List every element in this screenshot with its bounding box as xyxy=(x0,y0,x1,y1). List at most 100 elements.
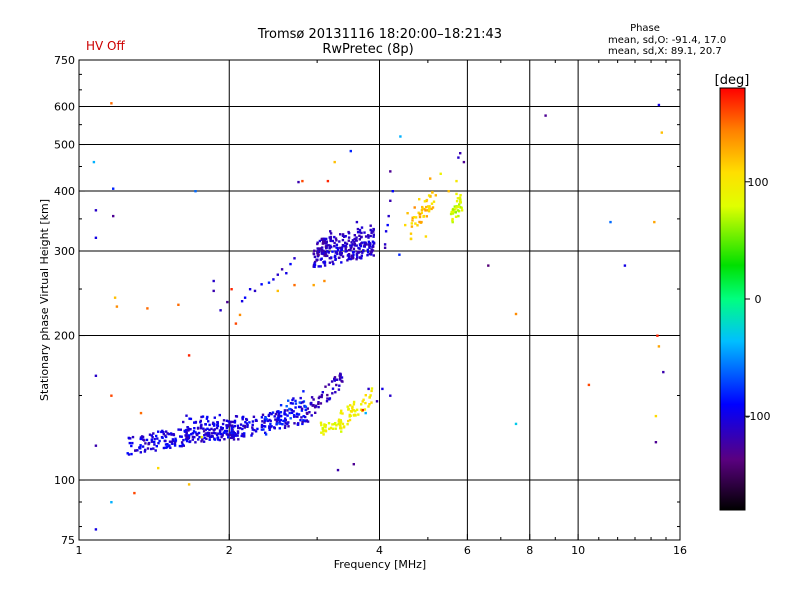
data-point xyxy=(320,431,323,434)
data-point xyxy=(340,427,343,430)
y-tick-label: 100 xyxy=(54,474,75,487)
data-point xyxy=(339,253,342,256)
data-point xyxy=(267,281,271,284)
data-point xyxy=(306,412,309,415)
data-point xyxy=(451,217,454,221)
data-point xyxy=(208,438,211,441)
data-point xyxy=(358,238,361,241)
data-point xyxy=(228,424,232,427)
data-point xyxy=(337,388,341,391)
data-point xyxy=(656,334,659,337)
data-point xyxy=(185,439,189,443)
data-point xyxy=(313,249,316,252)
data-point xyxy=(363,241,366,244)
data-point xyxy=(128,441,131,445)
data-point xyxy=(325,250,329,253)
data-point xyxy=(273,427,276,430)
data-point xyxy=(196,427,200,430)
data-point xyxy=(328,246,331,249)
data-point xyxy=(130,444,133,448)
data-point xyxy=(110,394,113,397)
data-point xyxy=(221,422,225,426)
data-point xyxy=(216,438,220,441)
data-point xyxy=(212,424,216,427)
data-point xyxy=(321,427,324,430)
data-point xyxy=(324,245,328,248)
data-point xyxy=(367,236,370,239)
data-point xyxy=(214,432,217,435)
data-point xyxy=(260,428,264,431)
data-point xyxy=(127,436,130,440)
data-point xyxy=(229,436,233,440)
data-point xyxy=(293,422,296,425)
data-point xyxy=(330,380,334,383)
data-point xyxy=(170,440,173,443)
data-point xyxy=(372,233,375,236)
data-point xyxy=(323,260,326,263)
data-point xyxy=(227,420,230,423)
data-point xyxy=(194,431,197,434)
data-point xyxy=(361,408,364,412)
data-point xyxy=(115,305,119,308)
data-point xyxy=(347,236,351,239)
data-point xyxy=(333,377,336,380)
data-point xyxy=(459,198,462,202)
data-point xyxy=(339,250,342,253)
data-point xyxy=(333,422,336,426)
data-point xyxy=(199,419,202,423)
data-point xyxy=(333,255,337,258)
data-point xyxy=(339,420,343,424)
data-point xyxy=(460,206,463,209)
data-point xyxy=(239,423,243,426)
x-axis-label: Frequency [MHz] xyxy=(334,558,426,571)
data-point xyxy=(352,403,356,406)
data-point xyxy=(237,438,240,441)
data-point xyxy=(162,431,165,434)
data-point xyxy=(180,441,184,444)
data-point xyxy=(334,250,337,253)
data-point xyxy=(179,435,182,438)
data-point xyxy=(339,425,342,428)
data-point xyxy=(292,414,296,417)
data-point xyxy=(313,263,317,266)
data-point xyxy=(218,413,221,417)
data-point xyxy=(251,428,254,431)
data-point xyxy=(225,419,229,422)
data-point xyxy=(324,251,327,254)
y-tick-label: 200 xyxy=(54,330,75,343)
data-point xyxy=(339,233,342,236)
data-point xyxy=(404,223,407,227)
data-point xyxy=(419,213,422,216)
data-point xyxy=(367,240,371,243)
data-point xyxy=(136,449,139,452)
data-point xyxy=(359,244,363,248)
data-point xyxy=(230,429,233,432)
data-point xyxy=(358,234,361,237)
data-point xyxy=(275,410,279,413)
data-point xyxy=(165,430,168,433)
data-point xyxy=(141,445,145,448)
data-point xyxy=(341,422,345,426)
data-point xyxy=(150,434,153,437)
data-point xyxy=(276,422,279,425)
data-point xyxy=(269,422,272,426)
data-point xyxy=(323,424,326,428)
data-point xyxy=(324,424,327,427)
data-point xyxy=(297,413,301,416)
data-point xyxy=(370,253,373,256)
data-point xyxy=(338,384,341,387)
data-point xyxy=(320,393,324,397)
data-point xyxy=(309,403,313,406)
data-point xyxy=(186,435,189,439)
data-point xyxy=(281,423,284,426)
y-tick-label: 500 xyxy=(54,139,75,152)
data-point xyxy=(174,439,178,442)
data-point xyxy=(150,447,153,451)
data-point xyxy=(324,240,327,243)
data-point xyxy=(277,410,280,413)
data-point xyxy=(353,242,357,246)
data-point xyxy=(291,402,294,405)
data-point xyxy=(360,231,363,235)
data-point xyxy=(300,416,303,419)
data-point xyxy=(264,433,268,436)
